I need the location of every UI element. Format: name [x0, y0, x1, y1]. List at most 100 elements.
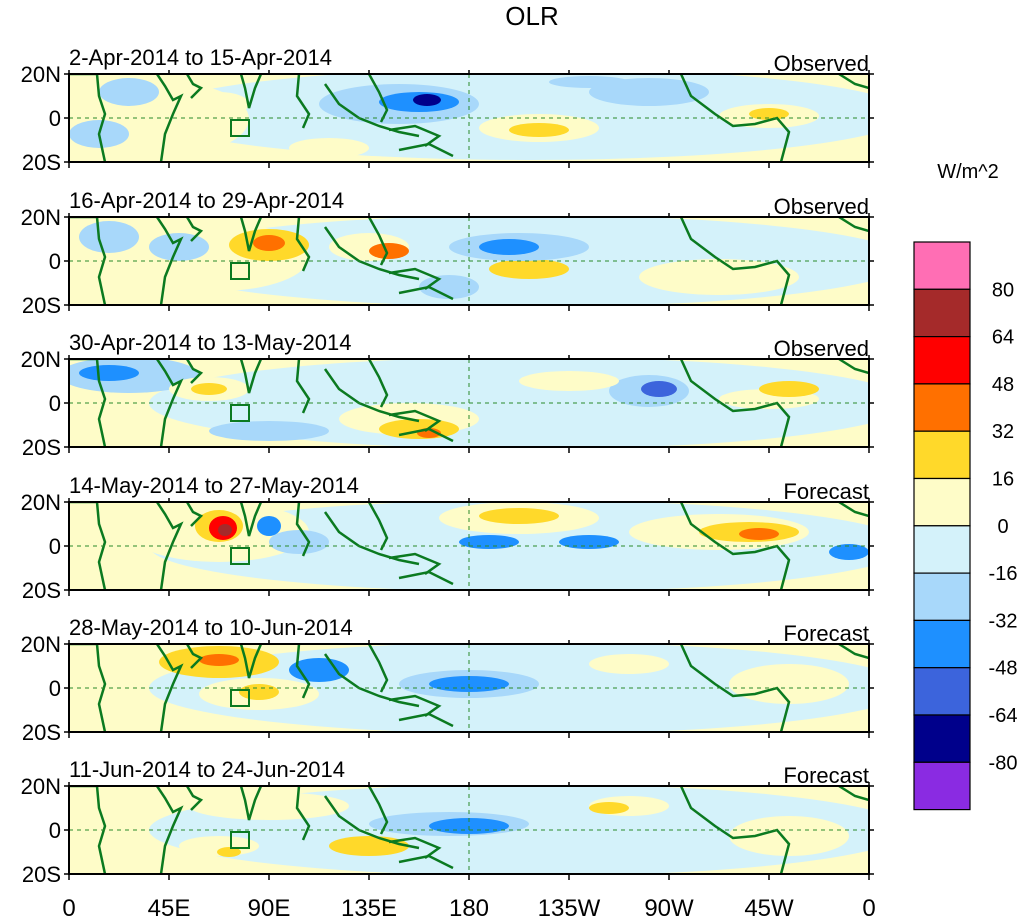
colorbar-level-label: 48 [992, 374, 1014, 396]
colorbar-swatch [913, 667, 971, 716]
panel-period-label: 14-May-2014 to 27-May-2014 [69, 473, 359, 498]
index-box-marker [230, 831, 250, 849]
colorbar-swatch [913, 430, 971, 480]
anomaly-contour [329, 836, 409, 856]
colorbar-swatch [913, 761, 971, 811]
anomaly-contour [289, 138, 369, 158]
panel-kind-label: Observed [774, 51, 869, 76]
anomaly-contour [479, 239, 539, 255]
anomaly-contour [218, 524, 232, 536]
anomaly-contour [749, 108, 789, 120]
latitude-label: 20S [22, 720, 61, 745]
anomaly-contour [239, 684, 279, 700]
longitude-label: 90E [248, 895, 291, 920]
colorbar-level-label: 80 [992, 279, 1014, 301]
panel-kind-label: Observed [774, 336, 869, 361]
anomaly-contour [459, 535, 519, 549]
colorbar-swatch [913, 383, 971, 432]
anomaly-contour [559, 535, 619, 549]
panel-period-label: 28-May-2014 to 10-Jun-2014 [69, 615, 353, 640]
longitude-label: 45W [744, 895, 794, 920]
latitude-label: 20N [21, 632, 61, 657]
anomaly-contour [729, 816, 849, 856]
map-panel: 16-Apr-2014 to 29-Apr-2014 Observed 20N 0 20… [21, 188, 874, 318]
colorbar-level-label: 64 [992, 327, 1014, 349]
coastlines [69, 74, 869, 162]
anomaly-contour [489, 259, 569, 279]
anomaly-contour [641, 381, 677, 397]
colorbar-swatch [913, 288, 971, 338]
colorbar-level-label: -64 [989, 705, 1018, 727]
anomaly-contour [509, 123, 569, 137]
panel-period-label: 16-Apr-2014 to 29-Apr-2014 [69, 188, 344, 213]
latitude-label: 20N [21, 490, 61, 515]
anomaly-contour [199, 654, 239, 666]
anomaly-contour [257, 516, 281, 536]
colorbar-level-label: 16 [992, 469, 1014, 491]
longitude-label: 45E [148, 895, 191, 920]
latitude-label: 20S [22, 150, 61, 175]
anomaly-contour [413, 94, 441, 106]
anomaly-field [69, 74, 869, 162]
coastlines [69, 786, 869, 874]
panel-kind-label: Forecast [783, 479, 869, 504]
longitude-label: 0 [62, 895, 75, 920]
anomaly-contour [369, 243, 409, 259]
anomaly-contour [189, 92, 249, 116]
anomaly-contour [519, 371, 619, 391]
anomaly-contour [829, 544, 869, 560]
latitude-label: 20N [21, 205, 61, 230]
index-box-marker [230, 689, 250, 707]
map-panel: 30-Apr-2014 to 13-May-2014 Observed 20N 0 20… [21, 330, 874, 460]
map-panel: 11-Jun-2014 to 24-Jun-2014 Forecast 20N 0 20… [21, 757, 874, 887]
figure-title: OLR [505, 1, 558, 31]
panel-kind-label: Forecast [783, 763, 869, 788]
latitude-label: 20S [22, 293, 61, 318]
map-panel: 28-May-2014 to 10-Jun-2014 Forecast 20N 0 20… [21, 615, 874, 745]
index-box-marker [230, 262, 250, 280]
anomaly-contour [759, 381, 819, 397]
anomaly-contour [479, 508, 559, 524]
anomaly-contour [269, 530, 329, 554]
anomaly-contour [589, 654, 669, 674]
colorbar: 80 64 48 32 16 0 -16 -32 -48 -64 -80 [913, 241, 1018, 811]
coastlines [69, 217, 869, 305]
map-panel: 14-May-2014 to 27-May-2014 Forecast 20N 0 20… [21, 473, 874, 603]
coastlines [69, 502, 869, 590]
anomaly-contour [79, 365, 139, 381]
panel-kind-label: Observed [774, 194, 869, 219]
latitude-label: 20N [21, 774, 61, 799]
latitude-label: 0 [49, 249, 61, 274]
latitude-label: 0 [49, 391, 61, 416]
latitude-label: 20N [21, 62, 61, 87]
longitude-label: 0 [862, 895, 875, 920]
anomaly-contour [149, 233, 209, 261]
colorbar-unit-label: W/m^2 [937, 161, 999, 183]
colorbar-swatch [913, 241, 971, 290]
anomaly-contour [589, 802, 629, 814]
anomaly-contour [419, 275, 479, 299]
colorbar-level-label: -16 [989, 563, 1018, 585]
panel-period-label: 11-Jun-2014 to 24-Jun-2014 [69, 757, 345, 782]
index-box-marker [230, 404, 250, 422]
anomaly-contour [191, 383, 227, 395]
anomaly-contour [729, 664, 849, 704]
anomaly-contour [189, 792, 349, 820]
colorbar-level-label: 32 [992, 421, 1014, 443]
colorbar-swatch [913, 714, 971, 763]
longitude-label: 90W [644, 895, 694, 920]
anomaly-contour [379, 419, 459, 439]
map-panel: 2-Apr-2014 to 15-Apr-2014 Observed 20N 0 20S [21, 45, 874, 175]
anomaly-contour [639, 259, 799, 295]
anomaly-contour [549, 76, 629, 88]
longitude-label: 135E [341, 895, 397, 920]
latitude-label: 0 [49, 818, 61, 843]
latitude-label: 0 [49, 676, 61, 701]
anomaly-contour [217, 847, 241, 857]
index-box-marker [230, 119, 250, 137]
latitude-label: 0 [49, 534, 61, 559]
coastlines [69, 359, 869, 447]
panel-stack: 2-Apr-2014 to 15-Apr-2014 Observed 20N 0 20S… [21, 45, 874, 887]
longitude-axis-labels: 0 45E 90E 135E 180 135W 90W 45W 0 [62, 895, 875, 920]
